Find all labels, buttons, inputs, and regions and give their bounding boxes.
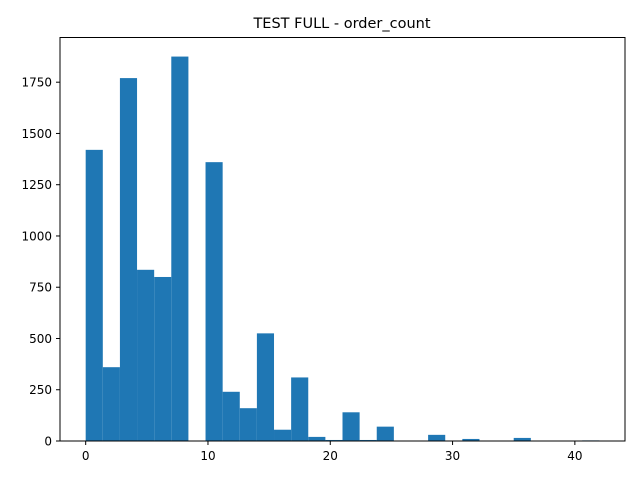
histogram-bar [239, 408, 257, 441]
histogram-bar [205, 162, 223, 441]
histogram-bar [325, 439, 343, 441]
histogram-bar [359, 439, 377, 441]
x-tick-label: 0 [82, 449, 90, 463]
histogram-bar [85, 149, 103, 442]
plot-frame [59, 37, 626, 442]
histogram-bar [513, 437, 531, 441]
histogram-bar [308, 436, 326, 441]
histogram-bars [85, 56, 600, 442]
x-axis-ticks: 0 10 20 30 40 [82, 441, 582, 463]
x-tick-label: 20 [323, 449, 338, 463]
histogram-bar [376, 426, 394, 441]
y-tick-label: 250 [29, 383, 52, 397]
x-tick-label: 40 [567, 449, 582, 463]
x-tick-label: 30 [445, 449, 460, 463]
histogram-bar [137, 269, 155, 441]
histogram-bar [102, 367, 120, 441]
histogram-bar [462, 438, 480, 441]
y-axis-ticks: 0 250 500 750 1000 1250 1500 1750 [21, 76, 60, 449]
y-tick-label: 1250 [21, 178, 52, 192]
histogram-bar [256, 333, 275, 441]
histogram-bar [154, 276, 172, 441]
histogram-bar [119, 78, 138, 441]
y-tick-label: 750 [29, 281, 52, 295]
x-tick-label: 10 [200, 449, 215, 463]
histogram-bar [291, 377, 309, 441]
histogram-bar [428, 434, 446, 441]
histogram-bar [274, 429, 292, 441]
histogram-bar [171, 56, 189, 441]
y-tick-label: 0 [44, 435, 52, 449]
y-tick-label: 500 [29, 332, 52, 346]
chart-title: TEST FULL - order_count [252, 16, 430, 32]
y-tick-label: 1750 [21, 76, 52, 90]
y-tick-label: 1500 [21, 127, 52, 141]
y-tick-label: 1000 [21, 229, 52, 243]
histogram-bar [222, 391, 240, 441]
histogram-bar [342, 412, 360, 441]
